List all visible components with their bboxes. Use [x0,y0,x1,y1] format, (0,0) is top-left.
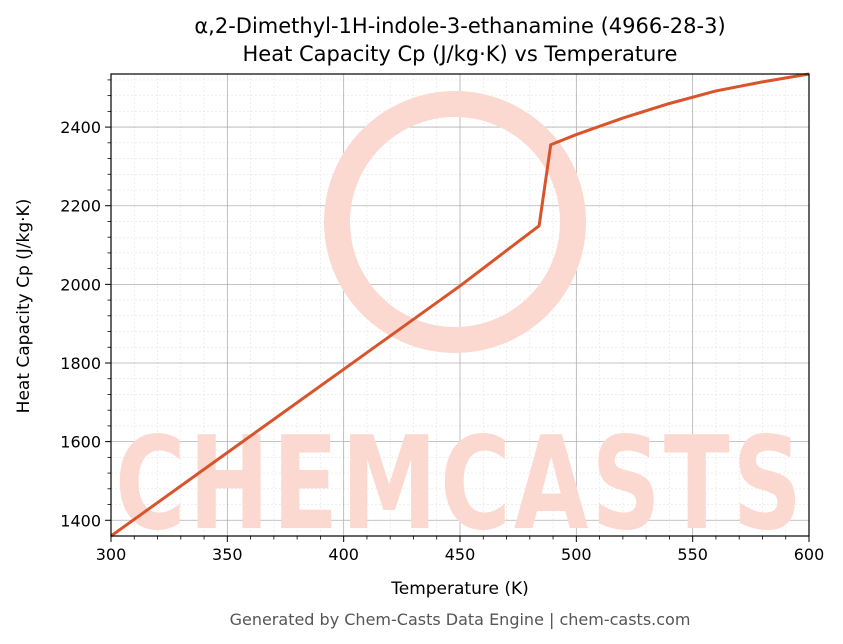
chemcasts-watermark: CHEMCASTS [115,91,805,559]
y-tick-label: 2000 [60,275,101,294]
x-axis-label: Temperature (K) [390,579,529,599]
footer-credit: Generated by Chem-Casts Data Engine | ch… [230,610,691,629]
y-tick-label: 1400 [60,511,101,530]
x-tick-label: 500 [561,545,592,564]
x-tick-label: 450 [445,545,476,564]
y-axis-ticks: 1400 1600 1800 2000 2200 2400 [60,79,111,530]
x-tick-label: 550 [677,545,708,564]
y-axis-label: Heat Capacity Cp (J/kg·K) [14,199,34,414]
series-line [110,72,810,538]
y-tick-label: 1600 [60,433,101,452]
y-tick-label: 1800 [60,354,101,373]
plot-area: CHEMCASTS [110,72,810,559]
x-tick-label: 350 [212,545,243,564]
chart-title-line2: Heat Capacity Cp (J/kg·K) vs Temperature [243,42,678,66]
x-tick-label: 300 [96,545,127,564]
chart-title-line1: α,2-Dimethyl-1H-indole-3-ethanamine (496… [194,14,725,38]
y-tick-label: 2400 [60,118,101,137]
y-tick-label: 2200 [60,197,101,216]
x-tick-label: 600 [794,545,825,564]
watermark-ring [324,91,586,353]
x-axis-ticks: 300 350 400 450 500 550 600 [96,536,825,564]
watermark-text: CHEMCASTS [115,410,805,559]
x-tick-label: 400 [328,545,359,564]
